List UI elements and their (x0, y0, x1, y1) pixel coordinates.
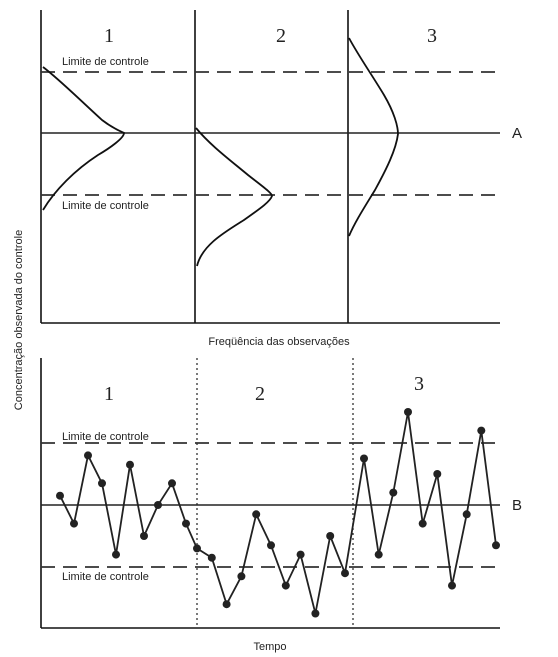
observation-point (126, 460, 134, 469)
top-section-1-label: 1 (104, 25, 114, 47)
observation-point (140, 532, 148, 540)
distribution-curve-3 (348, 37, 399, 237)
bottom-lower-limit-label: Limite de controle (62, 571, 149, 583)
bottom-center-label: B (512, 497, 522, 514)
observation-point (267, 541, 275, 550)
observation-point (492, 541, 500, 550)
observation-point (389, 488, 398, 497)
observation-point (154, 501, 162, 509)
observation-point (281, 581, 290, 590)
top-section-2-label: 2 (276, 25, 286, 47)
top-center-label: A (512, 125, 522, 142)
observation-point (252, 510, 261, 519)
observation-point (477, 426, 486, 435)
observation-point (56, 491, 64, 500)
observation-point (237, 572, 246, 581)
observation-point (374, 550, 383, 559)
observation-point (341, 569, 349, 578)
observation-point (193, 544, 201, 553)
top-upper-limit-label: Limite de controle (62, 56, 149, 68)
bottom-section-3-label: 3 (414, 373, 424, 395)
top-lower-limit-label: Limite de controle (62, 200, 149, 212)
bottom-section-2-label: 2 (255, 383, 265, 405)
observation-series (56, 408, 500, 618)
observation-point (168, 479, 176, 488)
observation-point (326, 532, 335, 540)
observation-point (433, 470, 442, 478)
observation-point (448, 581, 456, 590)
observation-point (207, 553, 216, 562)
bottom-upper-limit-label: Limite de controle (62, 431, 149, 443)
observation-point (112, 550, 120, 559)
observation-point (462, 510, 471, 519)
bottom-panel: Limite de controle Limite de controle B … (40, 358, 522, 653)
observation-point (311, 609, 320, 618)
top-panel: Limite de controle Limite de controle A … (40, 10, 522, 348)
top-x-axis-label: Freqüência das observações (208, 336, 350, 348)
bottom-x-axis-label: Tempo (253, 641, 286, 653)
distribution-curve-2 (195, 127, 273, 267)
observation-point (296, 550, 305, 559)
observation-point (404, 408, 412, 416)
observation-point (182, 519, 190, 528)
top-section-3-label: 3 (427, 25, 437, 47)
observation-point (222, 600, 231, 609)
observation-point (360, 454, 368, 463)
observation-point (418, 519, 427, 528)
distribution-curve-1 (42, 66, 125, 211)
observation-point (84, 451, 92, 460)
observation-point (98, 479, 106, 488)
bottom-section-1-label: 1 (104, 383, 114, 405)
y-axis-label: Concentração observada do controle (13, 230, 25, 410)
observation-point (70, 519, 78, 528)
